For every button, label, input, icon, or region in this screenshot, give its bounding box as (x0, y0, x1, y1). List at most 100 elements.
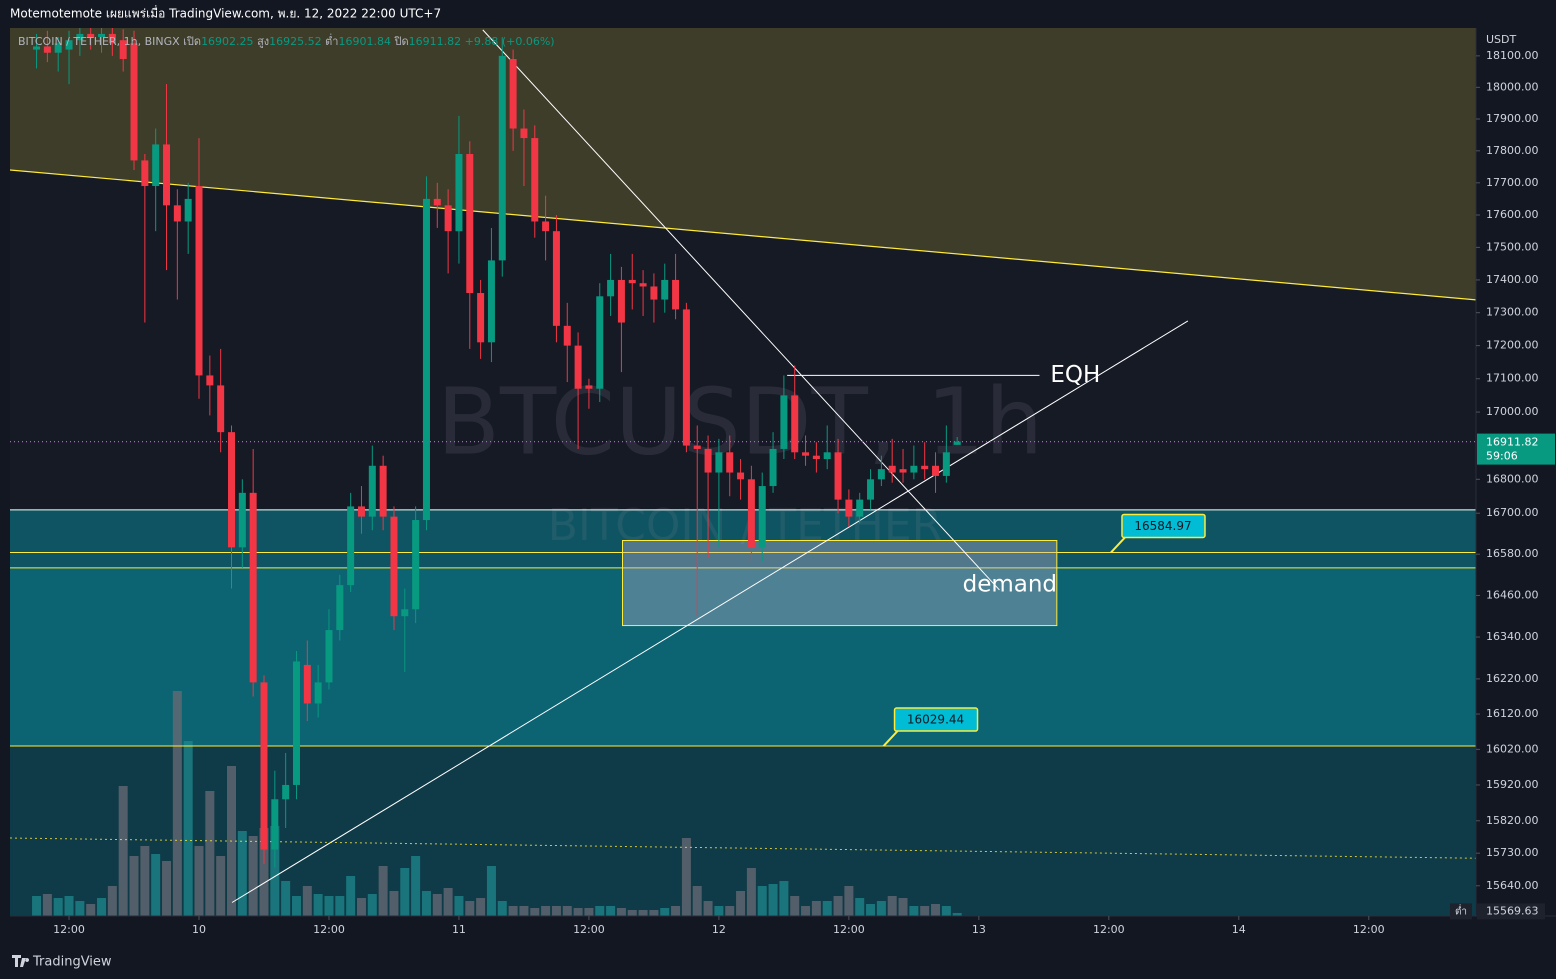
callout-label: 16584.97 (1134, 519, 1191, 533)
candle-body (163, 144, 171, 206)
candle-body (921, 465, 929, 470)
volume-bar (151, 854, 161, 916)
candle-body (422, 198, 430, 521)
x-tick-label: 12:00 (1353, 923, 1385, 936)
legend-ohlc-label: สูง (257, 35, 269, 48)
x-tick-label: 11 (452, 923, 466, 936)
low-marker-value: 15569.63 (1486, 904, 1539, 917)
volume-bar (118, 786, 128, 916)
y-tick-label: 16460.00 (1486, 588, 1539, 601)
candle-body (173, 205, 181, 222)
candle-body (650, 286, 658, 300)
volume-bar (486, 866, 496, 916)
y-tick-label: 17200.00 (1486, 339, 1539, 352)
y-tick-label: 16800.00 (1486, 472, 1539, 485)
candle-body (98, 33, 106, 38)
volume-bar (64, 896, 74, 916)
volume-bar (909, 906, 919, 916)
volume-bar (129, 856, 139, 916)
candle-body (43, 46, 51, 53)
volume-bar (703, 901, 713, 916)
candle-body (412, 520, 420, 610)
candle-body (379, 465, 387, 517)
volume-bar (356, 898, 366, 916)
volume-bar (346, 876, 356, 916)
x-tick-label: 12:00 (1093, 923, 1125, 936)
y-tick-label: 15730.00 (1486, 846, 1539, 859)
candle-body (303, 664, 311, 704)
candle-body (823, 452, 831, 460)
annotation: demand (963, 572, 1057, 598)
candle-body (54, 43, 62, 53)
candle-body (130, 43, 138, 161)
candle-body (520, 128, 528, 139)
legend-title: BITCOIN / TETHER, 1h, BINGX (18, 35, 180, 48)
volume-bar (736, 891, 746, 916)
y-tick-label: 18100.00 (1486, 49, 1539, 62)
candle-body (704, 448, 712, 473)
volume-bar (367, 894, 377, 916)
volume-bar (649, 910, 659, 916)
countdown: 59:06 (1486, 450, 1518, 463)
low-marker-tag (1450, 903, 1472, 920)
volume-bar (508, 906, 518, 916)
candle-body (336, 585, 344, 631)
legend: BITCOIN / TETHER, 1h, BINGX เปิด16902.25… (18, 33, 555, 48)
volume-bar (32, 896, 42, 916)
volume-bar (573, 908, 583, 916)
volume-bar (790, 896, 800, 916)
candle-body (758, 486, 766, 548)
volume-bar (887, 896, 897, 916)
y-tick-label: 16120.00 (1486, 707, 1539, 720)
volume-bar (606, 906, 616, 916)
candle-body (812, 455, 820, 460)
candle-body (87, 33, 95, 38)
candle-body (802, 452, 810, 456)
volume-bar (757, 886, 767, 916)
candle-body (574, 345, 582, 389)
volume-bar (876, 901, 886, 916)
footer-logo (12, 955, 30, 967)
volume-bar (237, 831, 247, 916)
candle-body (845, 499, 853, 517)
candle-body (76, 33, 84, 41)
candle-body (737, 472, 745, 480)
candle-body (401, 609, 409, 617)
candle-body (33, 46, 41, 50)
candle-body (628, 279, 636, 284)
y-tick-label: 15640.00 (1486, 879, 1539, 892)
y-tick-label: 16580.00 (1486, 547, 1539, 560)
x-tick-label: 12 (712, 923, 726, 936)
candle-body (661, 279, 669, 300)
legend-ohlc-label: ปิด (393, 35, 408, 48)
candle-body (314, 682, 322, 704)
y-tick-label: 17700.00 (1486, 176, 1539, 189)
volume-bar (692, 886, 702, 916)
candle-body (368, 465, 376, 517)
volume-bar (281, 881, 291, 916)
candle-body (932, 465, 940, 476)
candle-body (639, 283, 647, 287)
candle-body (466, 154, 474, 294)
candle-body (942, 452, 950, 476)
volume-bar (638, 910, 648, 916)
candle-body (141, 160, 149, 187)
y-tick-label: 18000.00 (1486, 80, 1539, 93)
candle-body (152, 144, 160, 187)
publish-header: Motemotemote เผยแพร่เมื่อ TradingView.co… (10, 5, 441, 21)
candle-body (910, 465, 918, 473)
candle-body (780, 395, 788, 449)
candle-body (119, 40, 127, 60)
volume-bar (768, 884, 778, 916)
candle-body (953, 441, 961, 445)
y-tick-label: 16220.00 (1486, 672, 1539, 685)
y-tick-label: 16340.00 (1486, 630, 1539, 643)
candle-body (769, 448, 777, 487)
candle-body (433, 198, 441, 206)
volume-bar (530, 908, 540, 916)
volume-bar (779, 881, 789, 916)
volume-bar (931, 904, 941, 916)
volume-bar (519, 906, 529, 916)
callout-tail (882, 730, 899, 747)
y-tick-label: 16700.00 (1486, 506, 1539, 519)
